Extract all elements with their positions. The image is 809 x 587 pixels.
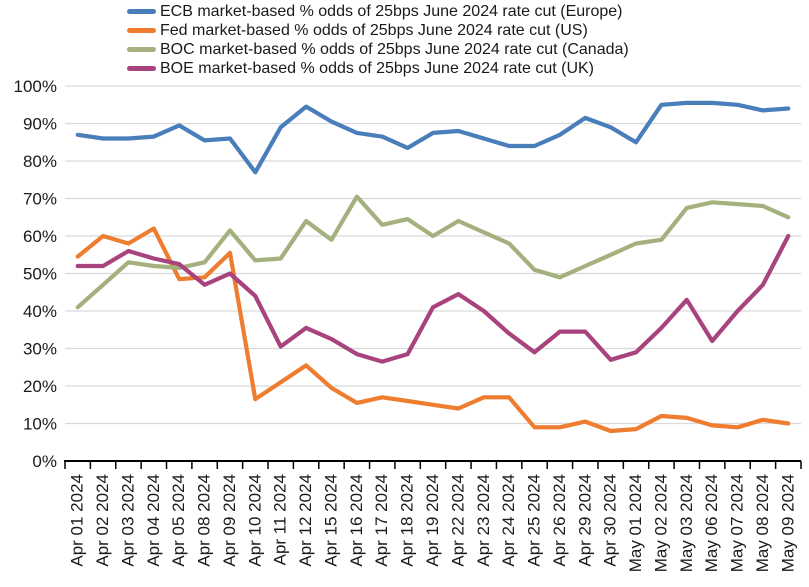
y-tick-label: 0% (32, 452, 57, 471)
x-tick-label: May 07 2024 (728, 474, 747, 572)
y-tick-label: 60% (23, 227, 57, 246)
series-line-boe (75, 233, 791, 364)
x-tick-label: Apr 25 2024 (525, 474, 544, 567)
x-tick-label: Apr 26 2024 (550, 474, 569, 567)
x-tick-label: Apr 22 2024 (448, 474, 467, 567)
x-tick-label: Apr 08 2024 (195, 474, 214, 567)
legend-swatch-fed (127, 28, 156, 33)
legend: ECB market-based % odds of 25bps June 20… (127, 2, 629, 78)
x-tick-label: Apr 15 2024 (321, 474, 340, 567)
x-tick-label: Apr 03 2024 (118, 474, 137, 567)
x-tick-label: Apr 04 2024 (144, 474, 163, 567)
y-tick-label: 30% (23, 340, 57, 359)
x-tick-label: Apr 11 2024 (271, 474, 290, 565)
legend-swatch-boc (127, 47, 156, 52)
x-tick-label: Apr 18 2024 (398, 474, 417, 567)
legend-swatch-boe (127, 66, 156, 71)
y-tick-label: 10% (23, 415, 57, 434)
x-tick-label: Apr 09 2024 (220, 474, 239, 567)
legend-item-fed: Fed market-based % odds of 25bps June 20… (127, 21, 629, 40)
legend-label-boc: BOC market-based % odds of 25bps June 20… (160, 40, 629, 58)
x-tick-label: Apr 05 2024 (169, 474, 188, 567)
x-tick-label: Apr 12 2024 (296, 474, 315, 567)
y-tick-label: 40% (23, 302, 57, 321)
y-tick-label: 70% (23, 190, 57, 209)
legend-item-boc: BOC market-based % odds of 25bps June 20… (127, 40, 629, 59)
x-tick-label: Apr 01 2024 (68, 474, 87, 567)
legend-item-ecb: ECB market-based % odds of 25bps June 20… (127, 2, 629, 21)
series-line-boc (75, 194, 791, 310)
x-tick-label: Apr 02 2024 (93, 474, 112, 567)
legend-label-boe: BOE market-based % odds of 25bps June 20… (160, 59, 595, 77)
x-tick-label: May 06 2024 (702, 474, 721, 572)
legend-label-fed: Fed market-based % odds of 25bps June 20… (160, 21, 588, 39)
legend-item-boe: BOE market-based % odds of 25bps June 20… (127, 59, 629, 78)
y-tick-label: 20% (23, 377, 57, 396)
x-tick-label: Apr 29 2024 (575, 474, 594, 567)
x-tick-label: Apr 17 2024 (372, 474, 391, 567)
x-tick-label: May 02 2024 (651, 474, 670, 572)
x-tick-label: Apr 23 2024 (474, 474, 493, 567)
legend-swatch-ecb (127, 9, 156, 14)
x-tick-label: May 09 2024 (778, 474, 797, 572)
x-tick-label: Apr 30 2024 (601, 474, 620, 567)
x-tick-label: May 08 2024 (753, 474, 772, 572)
series-line-fed (75, 226, 791, 434)
x-tick-label: Apr 16 2024 (347, 474, 366, 567)
y-tick-label: 50% (23, 265, 57, 284)
y-tick-label: 90% (23, 115, 57, 134)
x-tick-label: May 01 2024 (626, 474, 645, 572)
y-tick-label: 80% (23, 152, 57, 171)
x-tick-label: May 03 2024 (677, 474, 696, 572)
x-tick-label: Apr 19 2024 (423, 474, 442, 567)
legend-label-ecb: ECB market-based % odds of 25bps June 20… (160, 2, 623, 20)
y-tick-label: 100% (14, 77, 57, 96)
series-line-ecb (75, 100, 791, 175)
x-tick-label: Apr 24 2024 (499, 474, 518, 567)
x-tick-label: Apr 10 2024 (245, 474, 264, 567)
